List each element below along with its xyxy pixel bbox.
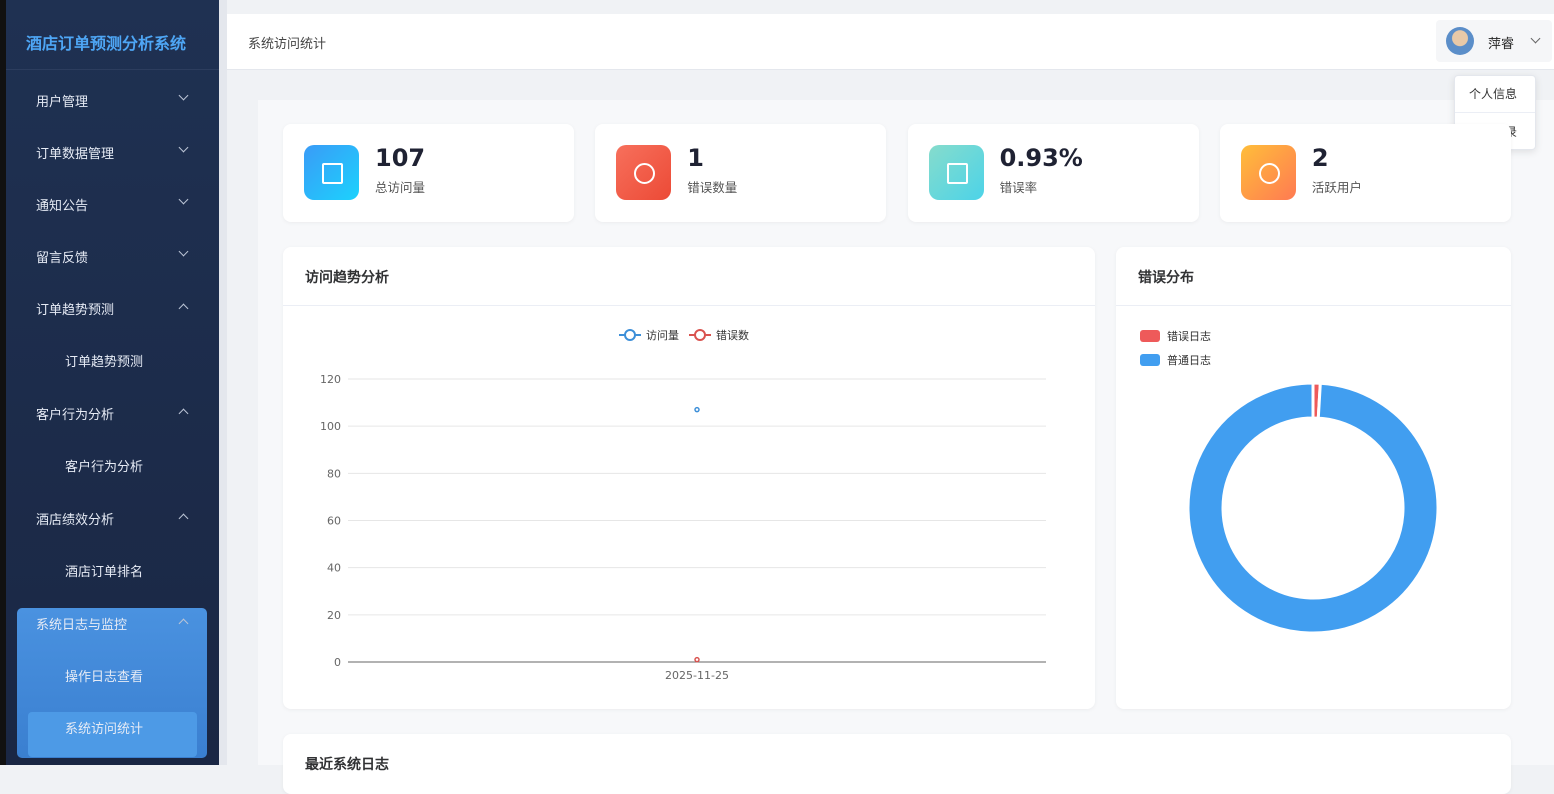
legend-marker xyxy=(694,329,706,341)
trend-card: 访问趋势分析 0 20 40 60 80 100 120 2025-11-25 访问量 错误数 xyxy=(283,247,1095,709)
legend-label[interactable]: 访问量 xyxy=(646,329,679,342)
stat-label: 总访问量 xyxy=(375,180,426,195)
header: 系统访问统计 萍睿 xyxy=(227,14,1554,70)
logs-card: 最近系统日志 xyxy=(283,734,1511,794)
chevron xyxy=(178,90,189,101)
y-tick-label: 80 xyxy=(327,467,341,480)
user-name: 萍睿 xyxy=(1488,37,1515,52)
menu-item[interactable]: 用户管理 xyxy=(36,95,89,110)
card-title: 访问趋势分析 xyxy=(305,270,389,286)
y-tick-label: 60 xyxy=(327,515,341,528)
icon-glyph xyxy=(946,163,968,184)
slice xyxy=(1186,381,1440,635)
chevron xyxy=(178,142,189,153)
stat-card: 1 错误数量 xyxy=(595,124,887,222)
submenu-item[interactable]: 客户行为分析 xyxy=(65,460,144,475)
dropdown-item[interactable]: 个人信息 xyxy=(1469,87,1518,101)
submenu-item[interactable]: 订单趋势预测 xyxy=(65,355,144,370)
menu-item[interactable]: 酒店绩效分析 xyxy=(36,513,115,528)
divider xyxy=(283,305,1095,306)
legend-label[interactable]: 普通日志 xyxy=(1167,353,1211,367)
x-tick-label: 2025-11-25 xyxy=(665,669,729,682)
chevron xyxy=(178,408,189,419)
breadcrumb: 系统访问统计 xyxy=(248,37,327,52)
stat-value: 107 xyxy=(375,144,426,172)
chevron xyxy=(178,194,189,205)
stat-card: 0.93% 错误率 xyxy=(907,124,1199,222)
submenu-item[interactable]: 操作日志查看 xyxy=(65,670,144,685)
chevron xyxy=(178,246,189,257)
stat-icon xyxy=(1240,145,1296,200)
stat-value: 1 xyxy=(687,144,704,172)
submenu-item[interactable]: 酒店订单排名 xyxy=(65,565,144,580)
stat-icon xyxy=(616,145,672,200)
menu-item[interactable]: 系统日志与监控 xyxy=(36,618,128,633)
chevron xyxy=(178,303,189,314)
trend-chart: 0 20 40 60 80 100 120 2025-11-25 访问量 错误数 xyxy=(320,328,1046,682)
error-card: 错误分布 错误日志普通日志 xyxy=(1116,247,1511,709)
stat-card: 2 活跃用户 xyxy=(1219,124,1511,222)
user-menu[interactable]: 萍睿 xyxy=(1436,20,1552,62)
stat-label: 错误率 xyxy=(999,180,1038,195)
y-tick-label: 20 xyxy=(327,609,341,622)
y-tick-label: 0 xyxy=(334,656,341,669)
sidebar: 酒店订单预测分析系统 用户管理 订单数据管理 通知公告 留言反馈 订单趋势预测 订单趋势预… xyxy=(0,0,219,765)
legend-label[interactable]: 错误日志 xyxy=(1167,329,1211,343)
stat-value: 2 xyxy=(1311,144,1329,172)
stat-label: 错误数量 xyxy=(687,180,738,195)
submenu-item[interactable]: 系统访问统计 xyxy=(65,722,144,737)
stat-icon xyxy=(304,145,359,200)
icon-glyph xyxy=(634,163,656,184)
card-title: 错误分布 xyxy=(1138,270,1194,286)
icon-glyph xyxy=(1258,163,1280,184)
y-tick-label: 120 xyxy=(320,373,341,386)
active-item xyxy=(28,712,197,757)
card-title: 最近系统日志 xyxy=(305,757,389,773)
splitter xyxy=(219,0,227,765)
point xyxy=(694,406,700,413)
legend-marker xyxy=(624,329,636,341)
stat-label: 活跃用户 xyxy=(1311,180,1362,195)
menu-item[interactable]: 订单数据管理 xyxy=(36,147,115,162)
y-tick-label: 100 xyxy=(320,420,341,433)
divider xyxy=(1455,112,1535,113)
legend-label[interactable]: 错误数 xyxy=(716,328,749,342)
divider xyxy=(1116,305,1511,306)
y-tick-label: 40 xyxy=(327,562,341,575)
caret xyxy=(1530,33,1541,44)
menu-item[interactable]: 客户行为分析 xyxy=(36,408,115,423)
avatar xyxy=(1446,27,1474,55)
divider xyxy=(6,69,219,70)
icon-glyph xyxy=(322,163,343,184)
stat-value: 0.93% xyxy=(999,144,1083,172)
point xyxy=(694,656,700,663)
menu-item[interactable]: 留言反馈 xyxy=(36,251,89,266)
stat-icon xyxy=(928,145,984,200)
legend-swatch xyxy=(1140,354,1160,366)
app-title: 酒店订单预测分析系统 xyxy=(26,34,187,53)
menu-item[interactable]: 订单趋势预测 xyxy=(36,303,115,318)
legend-swatch xyxy=(1140,330,1160,342)
stat-card: 107 总访问量 xyxy=(283,124,574,222)
menu-item[interactable]: 通知公告 xyxy=(36,199,89,214)
chevron xyxy=(178,513,189,524)
